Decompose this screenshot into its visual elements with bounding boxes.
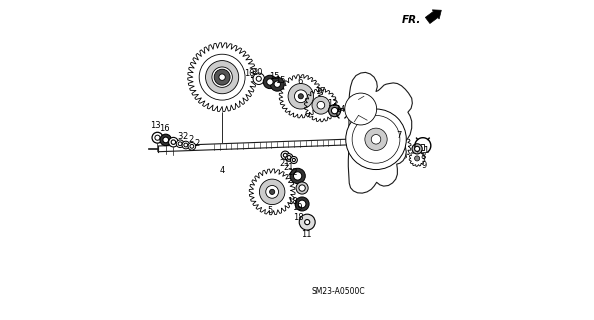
Polygon shape [188,43,257,112]
Text: 19: 19 [292,203,302,212]
Circle shape [290,168,305,184]
Circle shape [287,156,291,159]
Text: 3: 3 [178,132,183,140]
Circle shape [163,137,169,143]
Text: 18: 18 [293,213,304,222]
Text: 1: 1 [424,146,429,155]
Text: 21: 21 [279,159,289,168]
Circle shape [270,189,274,195]
Circle shape [217,72,227,82]
Circle shape [176,140,184,148]
Text: FR.: FR. [402,15,421,26]
Circle shape [188,43,257,112]
Circle shape [270,77,285,91]
Text: 7: 7 [396,131,402,140]
Circle shape [298,94,304,99]
Text: 11: 11 [301,230,312,239]
Polygon shape [279,75,323,118]
Circle shape [267,79,273,85]
Circle shape [253,73,264,84]
Text: 15: 15 [275,76,286,85]
Circle shape [171,140,176,144]
Circle shape [274,81,280,87]
Circle shape [295,197,309,211]
Circle shape [388,138,404,154]
Text: 14: 14 [336,105,346,114]
Circle shape [214,69,230,85]
Circle shape [312,96,330,114]
Text: 16: 16 [159,124,169,132]
Text: 2: 2 [189,135,194,144]
Polygon shape [348,72,412,193]
Circle shape [281,151,289,159]
Circle shape [365,128,387,150]
Circle shape [296,182,308,194]
Circle shape [178,142,182,146]
Circle shape [328,105,340,117]
Text: 5: 5 [267,206,273,215]
Text: 2: 2 [194,139,200,148]
Circle shape [305,220,309,225]
Circle shape [293,172,302,180]
Circle shape [295,90,307,103]
Circle shape [346,109,406,170]
Text: 20: 20 [253,68,263,77]
Circle shape [415,156,420,161]
Circle shape [184,143,188,147]
Text: 18: 18 [287,197,298,206]
Circle shape [212,67,232,87]
Circle shape [152,132,163,143]
Circle shape [188,142,195,150]
Circle shape [199,54,245,100]
Text: 21: 21 [283,164,293,172]
Circle shape [298,200,306,208]
Text: 17: 17 [315,87,326,96]
Circle shape [393,143,399,149]
Polygon shape [159,138,380,152]
Text: 8: 8 [421,152,426,161]
Polygon shape [425,10,441,23]
Circle shape [412,144,422,154]
Text: 2: 2 [183,132,188,140]
Circle shape [317,101,325,109]
Circle shape [219,74,225,80]
Circle shape [285,154,293,161]
Circle shape [299,214,315,230]
Circle shape [263,75,277,89]
Polygon shape [381,131,411,162]
Circle shape [288,84,314,109]
Text: 4: 4 [220,166,225,175]
Circle shape [371,134,381,144]
Circle shape [260,179,285,204]
Circle shape [415,146,420,151]
Circle shape [190,144,194,148]
Circle shape [266,186,279,198]
Text: SM23-A0500C: SM23-A0500C [311,287,365,296]
Circle shape [345,93,377,125]
Circle shape [256,76,261,81]
Circle shape [290,156,298,164]
Text: 6: 6 [298,77,303,86]
Polygon shape [249,169,295,215]
Text: 22: 22 [287,168,298,177]
Text: 13: 13 [150,121,160,131]
Circle shape [352,116,400,163]
Text: 9: 9 [421,161,426,170]
Polygon shape [409,150,425,166]
Text: 12: 12 [327,99,337,108]
Circle shape [299,185,305,191]
Circle shape [292,158,295,162]
Circle shape [155,135,160,140]
Text: 10: 10 [244,69,254,78]
Text: 15: 15 [270,72,280,81]
Circle shape [331,108,338,114]
Circle shape [283,153,287,157]
Polygon shape [304,89,337,122]
Circle shape [182,141,189,149]
Circle shape [160,134,172,146]
Circle shape [169,137,178,147]
Circle shape [206,60,239,94]
